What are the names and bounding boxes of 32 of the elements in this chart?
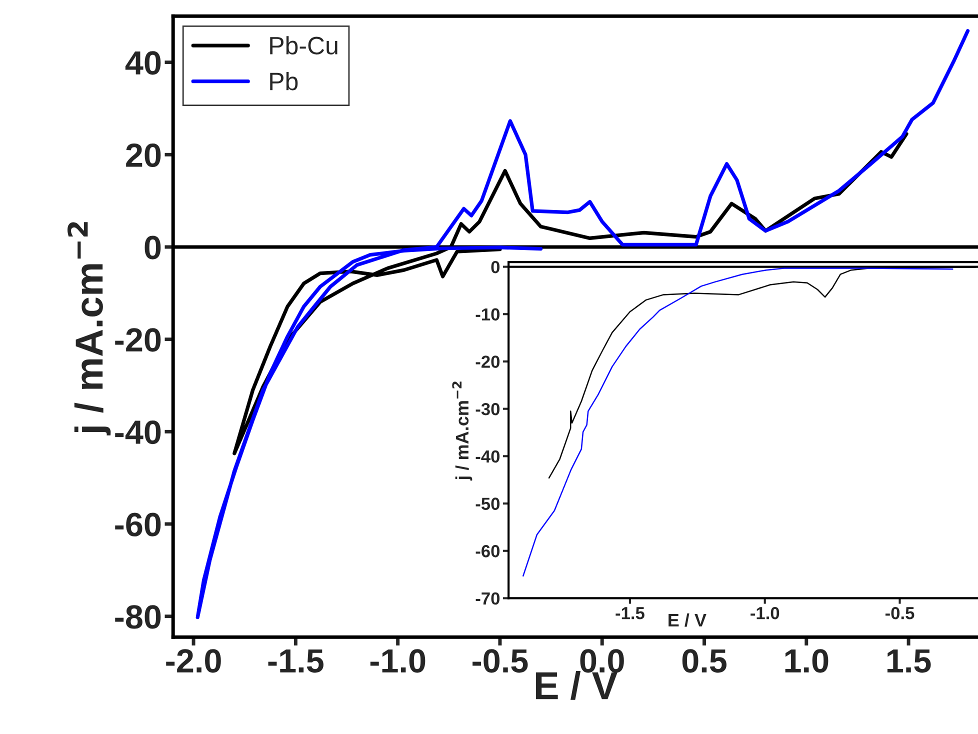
x-tick-label: 1.0 (785, 649, 828, 673)
y-tick-label: -50 (476, 498, 500, 510)
y-tick-label: -20 (115, 328, 161, 352)
legend-label: Pb-Cu (270, 36, 338, 55)
x-tick-label: -0.5 (885, 607, 914, 620)
y-tick-label: -30 (476, 402, 500, 416)
y-axis-title: j / mA.cm$^{−2}$ (452, 382, 472, 481)
y-tick-label: -40 (115, 420, 161, 444)
x-tick-label: 0.0 (580, 649, 624, 673)
y-tick-label: 20 (126, 143, 161, 168)
y-tick-label: -60 (476, 545, 500, 558)
x-axis-title: E / V (668, 613, 706, 627)
y-tick-label: -60 (115, 512, 161, 536)
y-tick-label: -10 (476, 308, 500, 321)
y-tick-label: -40 (476, 450, 500, 463)
x-tick-label: 1.5 (887, 649, 931, 673)
y-tick-label: -80 (115, 605, 161, 629)
x-tick-label: 0.5 (682, 649, 726, 673)
x-tick-label: -1.5 (268, 649, 324, 673)
y-tick-label: -70 (476, 592, 500, 605)
y-axis-title: j / mA.cm$^{−2}$ (67, 222, 111, 436)
y-tick-label: 0 (144, 236, 161, 260)
y-tick-label: 0 (491, 260, 500, 274)
x-tick-label: -1.0 (370, 649, 426, 673)
y-tick-label: 40 (125, 51, 161, 75)
x-tick-label: -1.0 (750, 607, 780, 620)
legend-label: Pb (270, 72, 298, 90)
line-series (522, 268, 954, 577)
x-tick-label: -2.0 (166, 649, 221, 673)
x-tick-label: -1.5 (616, 607, 644, 620)
x-tick-label: -0.5 (472, 649, 528, 673)
y-tick-label: -20 (476, 356, 500, 368)
